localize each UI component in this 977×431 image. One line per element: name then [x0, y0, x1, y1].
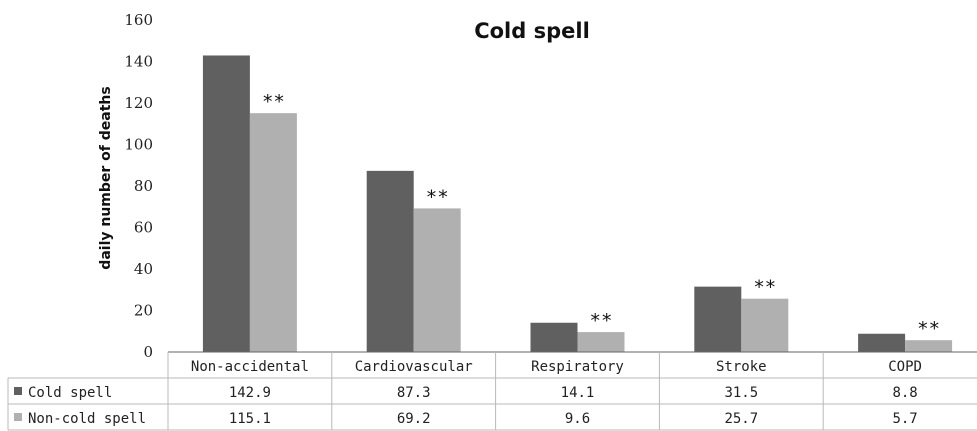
bar-cardiovascular-cold-spell: [366, 170, 414, 352]
x-tick-label: Cardiovascular: [355, 359, 473, 375]
data-label: 31.5: [724, 385, 758, 401]
data-label: 69.2: [397, 411, 431, 427]
x-tick-label: Respiratory: [531, 359, 624, 375]
bar-cardiovascular-non-cold-spell: [413, 208, 461, 352]
y-tick-label: 100: [124, 136, 153, 154]
bar-respiratory-non-cold-spell: [577, 332, 625, 352]
legend-label: Cold spell: [28, 385, 112, 401]
y-tick-label: 140: [124, 53, 153, 71]
y-tick-label: 0: [143, 343, 153, 361]
bar-stroke-non-cold-spell: [741, 298, 789, 352]
y-axis-label: daily number of deaths: [98, 86, 114, 269]
y-tick-label: 60: [134, 219, 153, 237]
significance-annotation: **: [262, 91, 285, 113]
y-tick-label: 160: [124, 11, 153, 29]
bar-respiratory-cold-spell: [530, 322, 578, 352]
data-label: 25.7: [724, 411, 758, 427]
data-label: 142.9: [229, 385, 271, 401]
bar-copd-cold-spell: [858, 333, 906, 352]
data-label: 14.1: [561, 385, 595, 401]
x-tick-label: COPD: [888, 359, 922, 375]
legend-swatch: [14, 387, 22, 395]
significance-annotation: **: [426, 186, 449, 208]
bar-non-accidental-non-cold-spell: [249, 113, 297, 352]
data-label: 9.6: [565, 411, 590, 427]
x-tick-label: Non-accidental: [191, 359, 309, 375]
significance-annotation: **: [917, 318, 940, 340]
bar-non-accidental-cold-spell: [202, 55, 250, 353]
data-label: 115.1: [229, 411, 271, 427]
x-tick-label: Stroke: [716, 359, 767, 375]
y-tick-label: 120: [124, 94, 153, 112]
y-tick-label: 20: [134, 302, 153, 320]
legend-swatch: [14, 413, 22, 421]
bar-stroke-cold-spell: [694, 286, 742, 352]
legend-label: Non-cold spell: [28, 411, 146, 427]
bar-copd-non-cold-spell: [905, 340, 953, 352]
significance-annotation: **: [753, 277, 776, 299]
chart-title: Cold spell: [474, 19, 590, 43]
data-label: 5.7: [892, 411, 917, 427]
y-tick-label: 80: [134, 177, 153, 195]
y-tick-label: 40: [134, 260, 153, 278]
data-label: 87.3: [397, 385, 431, 401]
significance-annotation: **: [590, 310, 613, 332]
data-label: 8.8: [892, 385, 917, 401]
